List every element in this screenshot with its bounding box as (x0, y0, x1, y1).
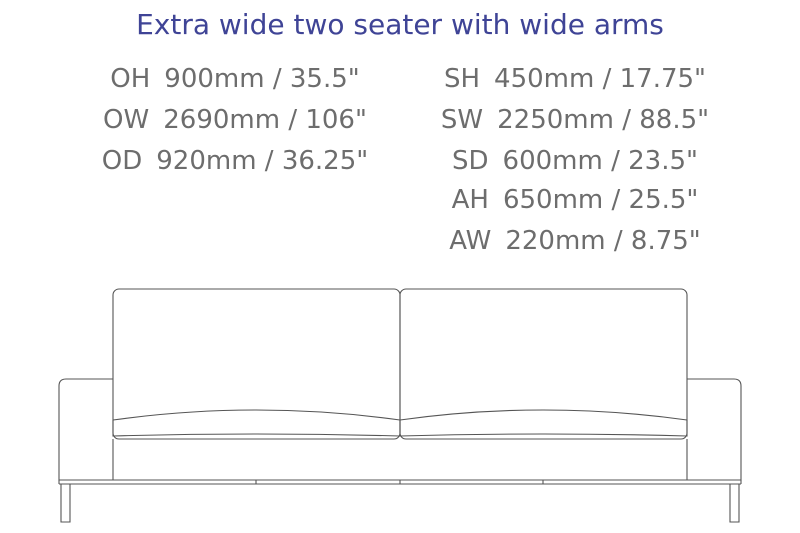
spec-code: AW (449, 226, 492, 256)
spec-value: 900mm / 35.5" (164, 64, 360, 94)
seat-cushion-right-top (399, 409, 688, 421)
seat-cushion-left-front (112, 420, 401, 437)
spec-row-ow: OW 2690mm / 106" (80, 100, 390, 141)
spec-value: 2690mm / 106" (163, 105, 367, 135)
right-arm (687, 378, 742, 481)
spec-value: 220mm / 8.75" (505, 226, 701, 256)
sofa-base (112, 439, 688, 481)
spec-row-sh: SH 450mm / 17.75" (420, 59, 730, 100)
spec-code: OH (110, 64, 151, 94)
seat-cushion-left-top (112, 409, 401, 421)
seat-cushion-right-front (399, 420, 688, 437)
page-title: Extra wide two seater with wide arms (136, 8, 664, 41)
leg-right (729, 484, 740, 523)
spec-code: SD (452, 146, 489, 176)
spec-value: 920mm / 36.25" (156, 146, 369, 176)
spec-value: 600mm / 23.5" (502, 146, 698, 176)
left-arm (58, 378, 113, 481)
arm-dimensions: AH 650mm / 25.5" AW 220mm / 8.75" (420, 180, 730, 262)
spec-row-aw: AW 220mm / 8.75" (420, 221, 730, 262)
back-cushion-right (399, 288, 688, 440)
spec-row-sd: SD 600mm / 23.5" (420, 141, 730, 182)
leg-left (60, 484, 71, 523)
spec-row-od: OD 920mm / 36.25" (80, 141, 390, 182)
spec-code: SW (440, 105, 484, 135)
back-cushion-left (112, 288, 401, 440)
spec-row-ah: AH 650mm / 25.5" (420, 180, 730, 221)
spec-code: AH (451, 185, 489, 215)
spec-value: 2250mm / 88.5" (497, 105, 710, 135)
seat-dimensions: SH 450mm / 17.75" SW 2250mm / 88.5" SD 600m… (420, 59, 730, 182)
spec-value: 650mm / 25.5" (502, 185, 699, 215)
spec-value: 450mm / 17.75" (494, 64, 707, 94)
spec-row-sw: SW 2250mm / 88.5" (420, 100, 730, 141)
overall-dimensions: OH 900mm / 35.5" OW 2690mm / 106" OD 920mm … (80, 59, 390, 182)
spec-code: SH (443, 64, 481, 94)
spec-code: OD (101, 146, 143, 176)
spec-code: OW (103, 105, 150, 135)
spec-row-oh: OH 900mm / 35.5" (80, 59, 390, 100)
